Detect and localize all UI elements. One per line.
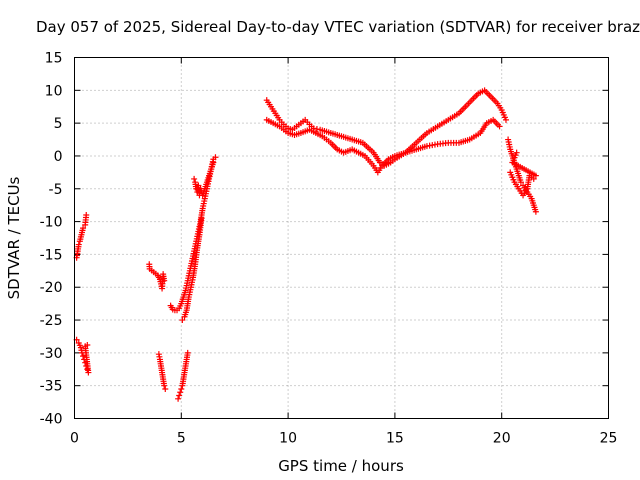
- x-tick-label: 20: [493, 431, 511, 447]
- data-point: [179, 317, 186, 324]
- y-tick-label: 0: [54, 149, 63, 165]
- data-point: [83, 212, 90, 219]
- data-point: [177, 389, 184, 396]
- y-tick-label: -40: [40, 412, 63, 428]
- y-tick-label: -15: [40, 247, 63, 263]
- data-point: [80, 353, 87, 360]
- grid-lines: [74, 57, 609, 419]
- series-early-b: [73, 336, 92, 376]
- y-tick-label: 10: [45, 83, 63, 99]
- data-point: [513, 149, 520, 156]
- series-rise-low: [175, 349, 191, 402]
- x-tick-label: 5: [177, 431, 186, 447]
- y-tick-label: -5: [49, 182, 63, 198]
- x-tick-labels: 0 5 10 15 20 25: [70, 431, 617, 447]
- data-point: [184, 349, 191, 356]
- data-point: [198, 215, 205, 222]
- y-tick-label: -20: [40, 280, 63, 296]
- data-point: [161, 382, 168, 389]
- y-tick-label: 15: [45, 51, 63, 67]
- series-mid-a: [146, 261, 168, 292]
- data-point: [212, 154, 219, 161]
- series-early-a: [73, 212, 90, 261]
- data-point: [178, 385, 185, 392]
- data-point: [162, 385, 169, 392]
- data-point: [75, 241, 82, 248]
- series-day-lower: [263, 116, 503, 176]
- x-tick-label: 25: [600, 431, 618, 447]
- data-point: [84, 341, 91, 348]
- y-tick-label: -25: [40, 313, 63, 329]
- plot-frame: [74, 57, 609, 419]
- series-rise-main: [167, 154, 219, 324]
- x-tick-label: 10: [279, 431, 297, 447]
- series-late-fall: [505, 136, 539, 215]
- y-tick-label: -10: [40, 215, 63, 231]
- series-day-upper: [263, 87, 509, 169]
- data-point: [161, 277, 168, 284]
- data-point: [313, 126, 320, 133]
- axis-ticks: [74, 57, 609, 419]
- data-point: [175, 395, 182, 402]
- data-point: [532, 208, 539, 215]
- y-tick-label: 5: [54, 116, 63, 132]
- series-mid-b: [155, 351, 169, 392]
- x-tick-label: 15: [386, 431, 404, 447]
- data-point: [496, 123, 503, 130]
- data-point: [80, 225, 87, 232]
- series-rise-hook: [191, 159, 217, 199]
- data-point: [176, 392, 183, 399]
- x-axis-title: GPS time / hours: [278, 457, 404, 475]
- y-tick-labels: 15 10 5 0 -5 -10 -15 -20 -25 -30 -35 -40: [40, 51, 63, 428]
- x-tick-label: 0: [70, 431, 79, 447]
- data-series: [73, 87, 539, 402]
- y-tick-label: -35: [40, 379, 63, 395]
- data-point: [210, 159, 217, 166]
- chart-title: Day 057 of 2025, Sidereal Day-to-day VTE…: [36, 18, 640, 36]
- data-point: [517, 179, 524, 186]
- data-point: [191, 175, 198, 182]
- y-tick-label: -30: [40, 346, 63, 362]
- data-point: [502, 116, 509, 123]
- y-axis-title: SDTVAR / TECUs: [5, 176, 23, 299]
